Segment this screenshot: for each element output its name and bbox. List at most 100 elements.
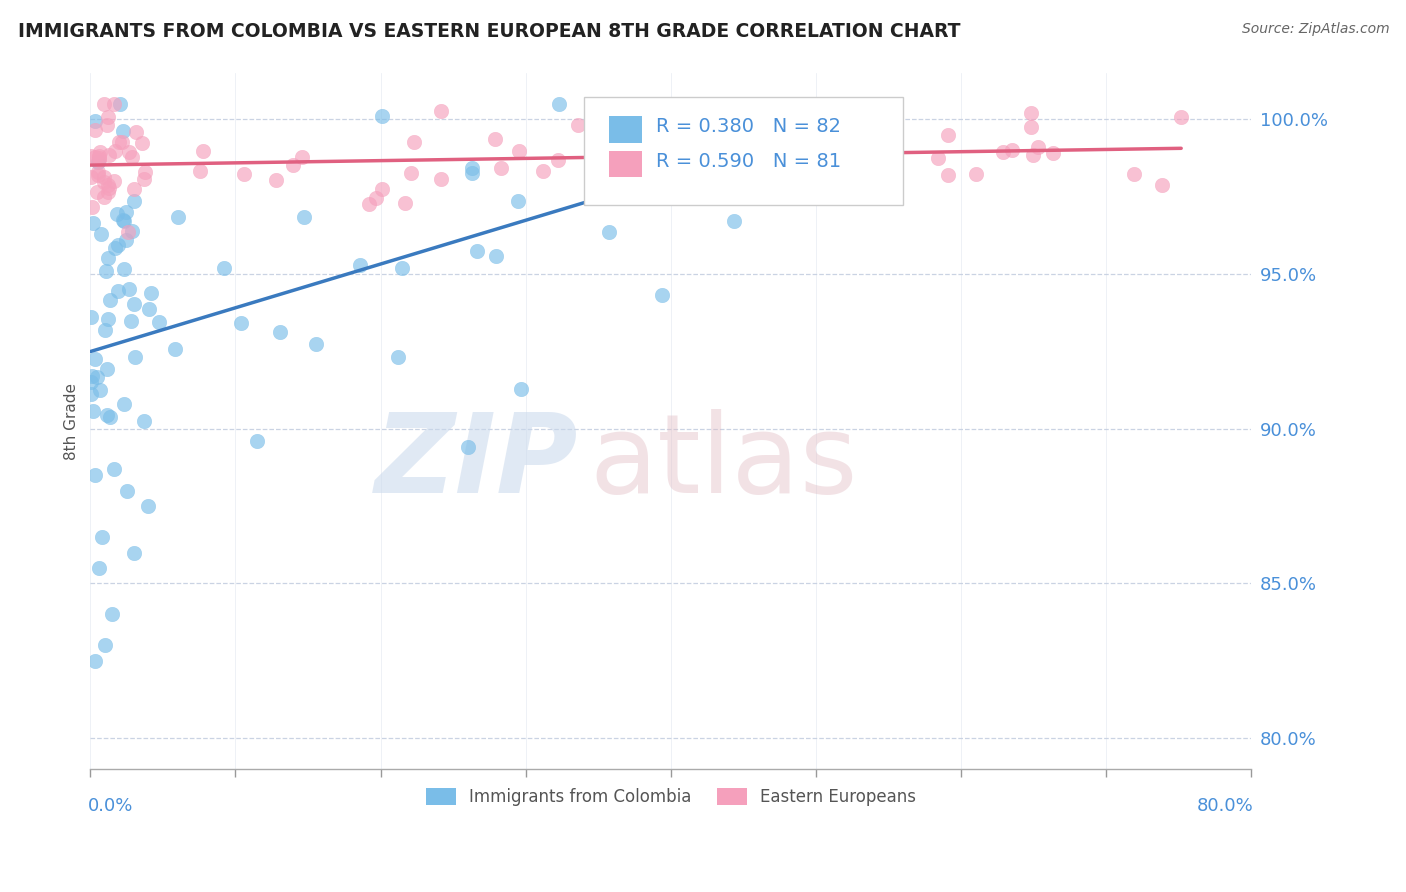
Point: [89, 151, 111, 165]
Point: [84, 352, 107, 367]
Point: [103, 174, 125, 188]
Point: [112, 262, 135, 277]
Text: 0.0%: 0.0%: [89, 797, 134, 815]
Point: [876, 121, 898, 136]
Point: [96, 118, 118, 132]
Point: [581, 186, 603, 201]
Point: [292, 210, 315, 224]
Point: [117, 282, 139, 296]
Point: [84, 467, 107, 482]
Point: [97, 181, 120, 195]
Point: [86, 370, 108, 384]
Point: [508, 145, 530, 159]
Point: [429, 103, 451, 118]
Point: [86, 168, 108, 182]
Point: [93, 169, 115, 184]
Point: [132, 172, 155, 186]
Point: [89, 383, 111, 397]
Point: [80, 387, 103, 401]
Text: R = 0.380   N = 82: R = 0.380 N = 82: [655, 117, 841, 136]
Text: R = 0.590   N = 81: R = 0.590 N = 81: [655, 152, 841, 171]
Point: [485, 249, 508, 263]
Point: [1026, 140, 1049, 154]
Point: [759, 97, 782, 112]
Point: [808, 137, 831, 152]
Point: [461, 161, 484, 175]
Point: [430, 172, 453, 186]
Point: [93, 190, 115, 204]
Point: [125, 126, 148, 140]
Point: [489, 161, 512, 175]
Point: [131, 136, 153, 150]
Point: [80, 375, 103, 389]
Point: [117, 145, 139, 160]
Legend: Immigrants from Colombia, Eastern Europeans: Immigrants from Colombia, Eastern Europe…: [419, 781, 922, 813]
Point: [461, 165, 484, 179]
Point: [94, 323, 117, 337]
Point: [103, 97, 125, 112]
Point: [107, 285, 129, 299]
Point: [138, 301, 160, 316]
Point: [80, 169, 103, 184]
Point: [87, 149, 110, 163]
Point: [97, 178, 120, 192]
Point: [371, 110, 394, 124]
Point: [107, 238, 129, 252]
Point: [89, 145, 111, 160]
Point: [132, 414, 155, 428]
Point: [193, 145, 215, 159]
Point: [166, 211, 188, 225]
Point: [80, 368, 103, 383]
Point: [97, 251, 120, 265]
Point: [567, 118, 589, 132]
Bar: [609, 151, 641, 178]
Point: [103, 462, 125, 476]
Point: [870, 169, 893, 184]
Point: [108, 97, 131, 112]
Point: [387, 350, 409, 364]
Point: [936, 168, 959, 182]
Point: [107, 135, 129, 149]
Point: [457, 440, 479, 454]
Point: [97, 312, 120, 326]
Point: [991, 145, 1014, 159]
Point: [84, 122, 107, 136]
Point: [97, 185, 120, 199]
Point: [647, 97, 669, 112]
Point: [402, 135, 425, 149]
Point: [104, 241, 127, 255]
Point: [114, 214, 136, 228]
Point: [720, 97, 742, 112]
Text: 80.0%: 80.0%: [1197, 797, 1254, 815]
Point: [602, 168, 624, 182]
Point: [86, 165, 108, 179]
Point: [90, 227, 112, 241]
Point: [484, 132, 506, 146]
Point: [80, 148, 103, 162]
Point: [165, 342, 187, 356]
Point: [134, 164, 156, 178]
Point: [651, 288, 673, 302]
Point: [965, 167, 987, 181]
Point: [93, 97, 115, 112]
Text: atlas: atlas: [589, 409, 858, 516]
Point: [111, 213, 134, 227]
Point: [600, 189, 623, 203]
Point: [101, 607, 124, 622]
Point: [467, 244, 489, 259]
Point: [111, 135, 134, 149]
Point: [1123, 167, 1146, 181]
Point: [927, 151, 949, 165]
Point: [141, 286, 163, 301]
Point: [98, 293, 121, 308]
Point: [104, 145, 127, 159]
Point: [115, 233, 138, 247]
Point: [741, 126, 763, 140]
Point: [682, 124, 704, 138]
Point: [121, 224, 143, 238]
Point: [832, 161, 855, 175]
Point: [531, 164, 554, 178]
Point: [120, 314, 142, 328]
Point: [706, 108, 728, 122]
Point: [1170, 110, 1192, 124]
